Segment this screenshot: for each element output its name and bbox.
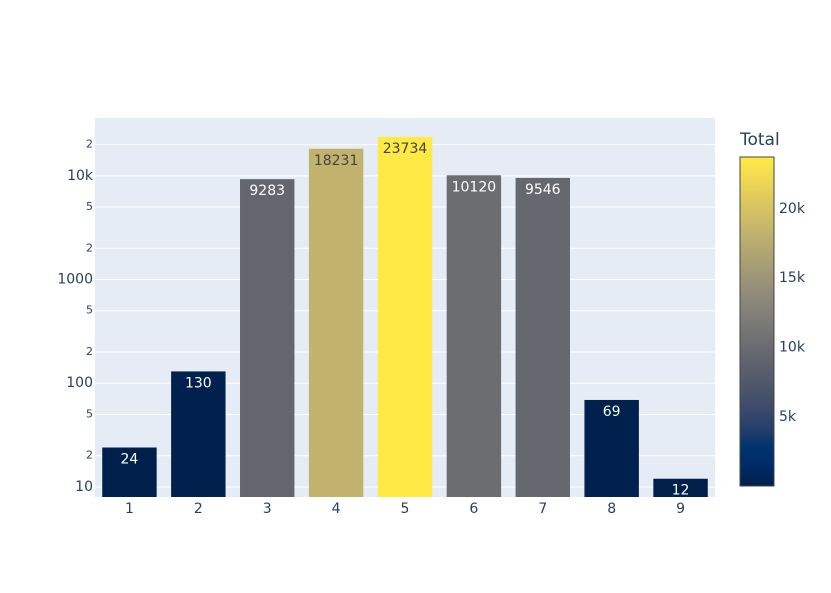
colorbar (739, 156, 775, 487)
colorbar-tick-label: 20k (779, 201, 806, 217)
bar (653, 478, 708, 497)
y-tick-label: 2 (86, 241, 93, 254)
value-label: 10120 (452, 179, 497, 195)
value-label: 12 (672, 483, 690, 499)
bar (240, 179, 295, 498)
bar (308, 148, 364, 497)
y-tick-label: 2 (86, 138, 93, 151)
colorbar-tick-label: 10k (779, 339, 806, 355)
colorbar-title: Total (739, 130, 780, 150)
value-label: 18231 (314, 153, 359, 169)
value-label: 9546 (525, 182, 561, 198)
bar (515, 177, 570, 497)
y-tick-label: 5 (86, 407, 93, 420)
bar (102, 447, 157, 497)
y-tick-label: 5 (86, 200, 93, 213)
x-tick-label: 1 (125, 501, 134, 517)
bar (446, 175, 502, 497)
bar (377, 136, 433, 497)
x-tick-label: 4 (332, 501, 341, 517)
x-tick-label: 7 (538, 501, 547, 517)
value-label: 9283 (249, 183, 285, 199)
x-tick-label: 5 (401, 501, 410, 517)
colorbar-tick-label: 15k (779, 270, 806, 286)
value-label: 130 (185, 375, 212, 391)
value-label: 23734 (383, 141, 428, 157)
value-label: 24 (121, 452, 139, 468)
x-tick-label: 6 (469, 501, 478, 517)
y-tick-label: 2 (86, 449, 93, 462)
y-tick-label: 10k (67, 168, 94, 184)
y-tick-label: 5 (86, 304, 93, 317)
x-tick-label: 8 (607, 501, 616, 517)
y-tick-label: 10 (75, 479, 93, 495)
bar (584, 399, 639, 497)
x-tick-label: 9 (676, 501, 685, 517)
x-tick-label: 3 (263, 501, 272, 517)
y-tick-label: 1000 (57, 272, 93, 288)
bar (171, 371, 226, 497)
value-label: 69 (603, 404, 621, 420)
colorbar-tick-label: 5k (779, 409, 797, 425)
x-tick-label: 2 (194, 501, 203, 517)
y-tick-label: 100 (66, 375, 93, 391)
y-tick-label: 2 (86, 345, 93, 358)
